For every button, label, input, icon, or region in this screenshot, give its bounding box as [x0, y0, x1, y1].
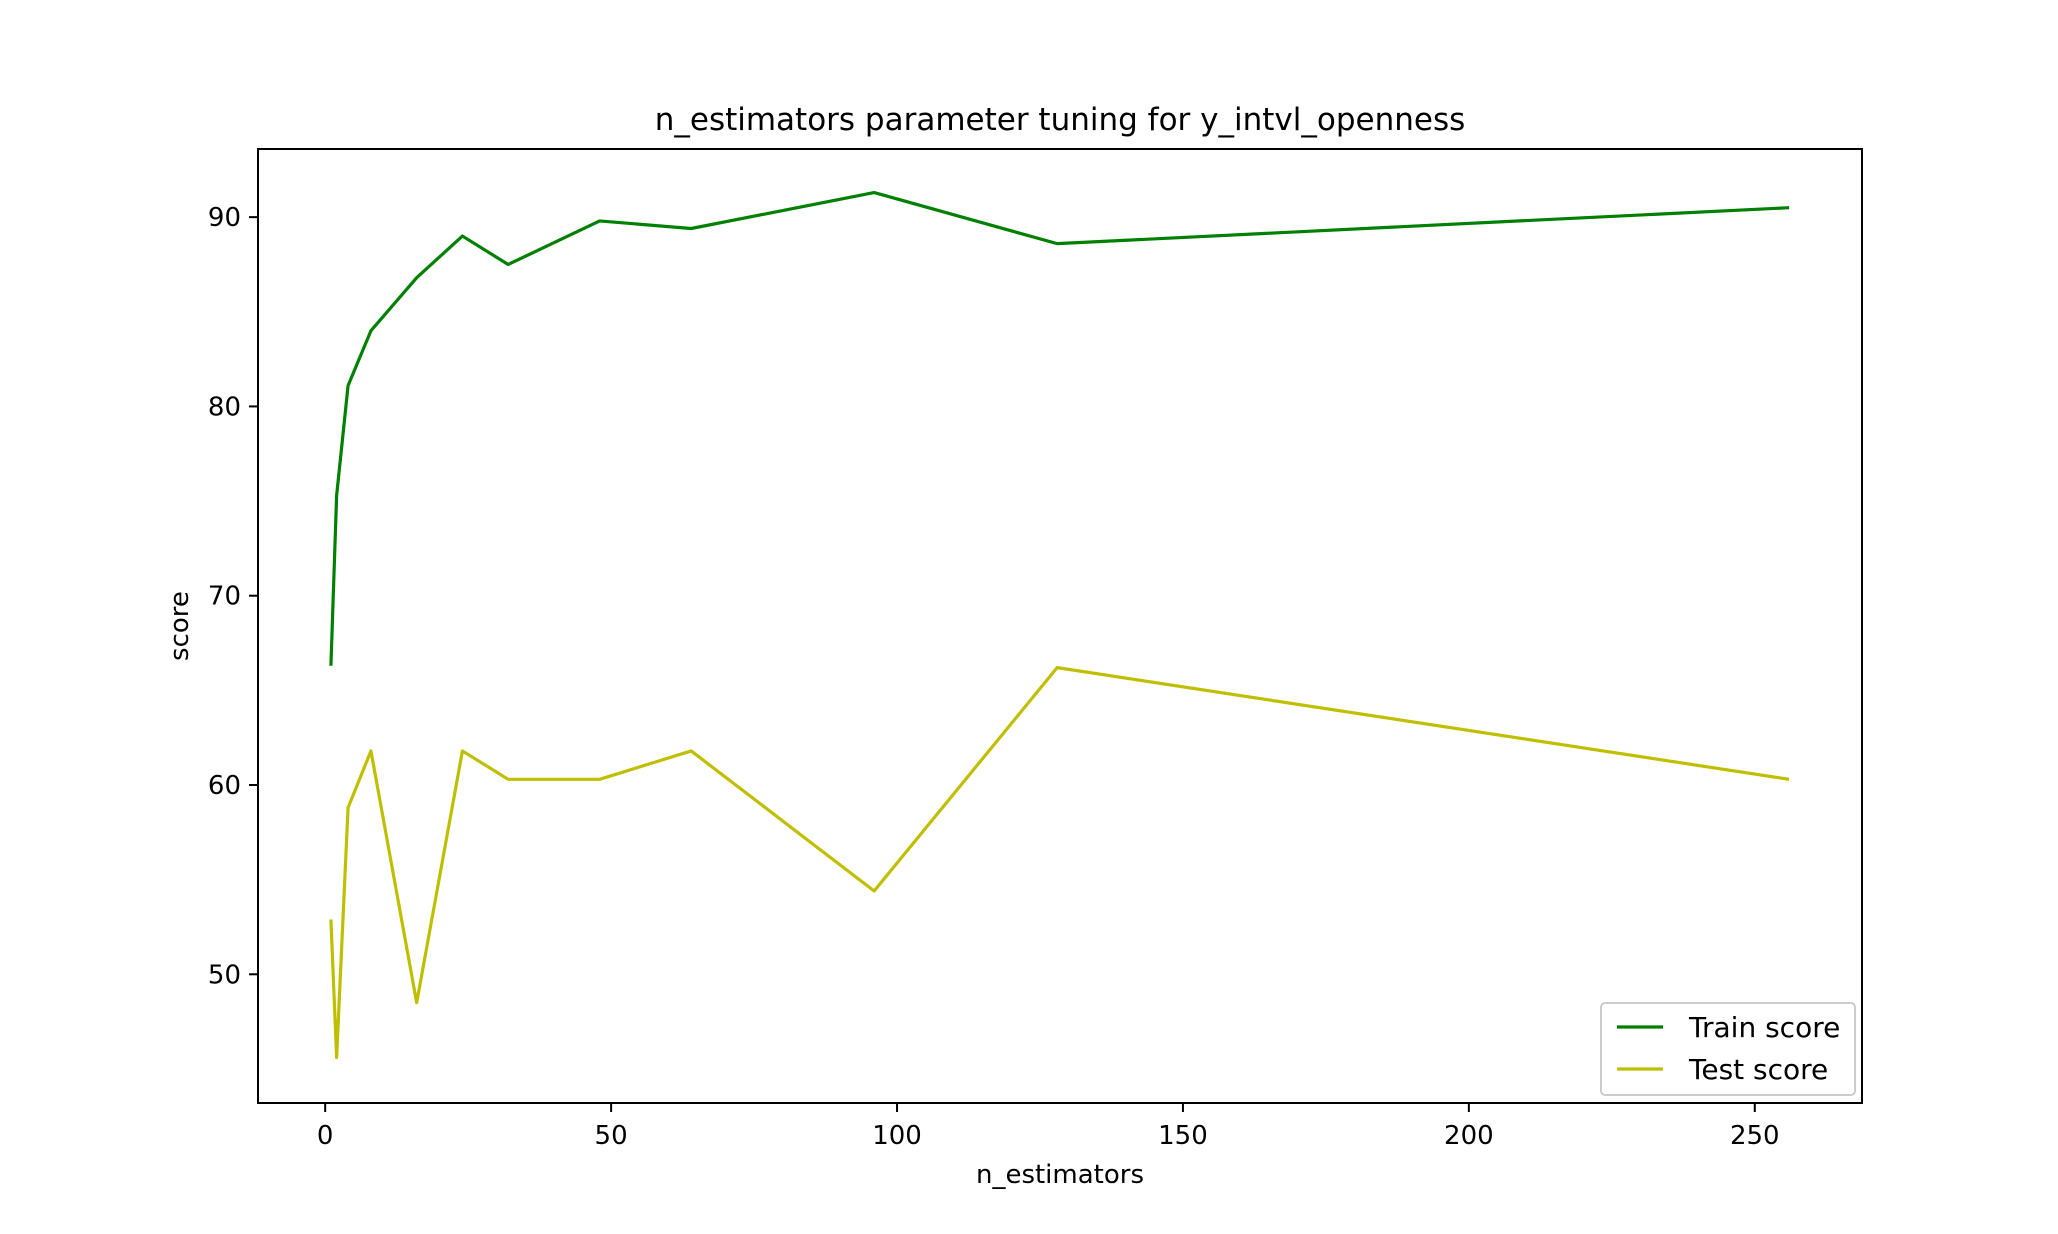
x-axis-label: n_estimators: [976, 1160, 1144, 1190]
y-tick-label: 70: [208, 582, 241, 612]
series-line-1: [329, 190, 1790, 666]
x-tick-label: 0: [317, 1121, 334, 1151]
plot-area: 0 50 100 150 200 250 50 60 70 80 90: [208, 148, 1863, 1151]
legend: Train score Test score: [1600, 1002, 1856, 1096]
x-tick-label: 200: [1444, 1121, 1494, 1151]
chart-title: n_estimators parameter tuning for y_intv…: [655, 102, 1466, 138]
y-tick-label: 90: [208, 203, 241, 233]
axes-frame: [257, 148, 1863, 1104]
x-tick-label: 150: [1158, 1121, 1208, 1151]
x-tick-label: 100: [872, 1121, 922, 1151]
x-tick-label: 250: [1730, 1121, 1780, 1151]
y-tick-label: 60: [208, 771, 241, 801]
legend-label-1: Train score: [1688, 1011, 1840, 1044]
legend-label-2: Test score: [1688, 1053, 1828, 1086]
y-axis-label: score: [165, 591, 195, 661]
series-line-2: [329, 666, 1790, 1060]
y-tick-label: 80: [208, 392, 241, 422]
legend-box: [1600, 1002, 1856, 1096]
y-tick-label: 50: [208, 960, 241, 990]
x-tick-label: 50: [595, 1121, 628, 1151]
